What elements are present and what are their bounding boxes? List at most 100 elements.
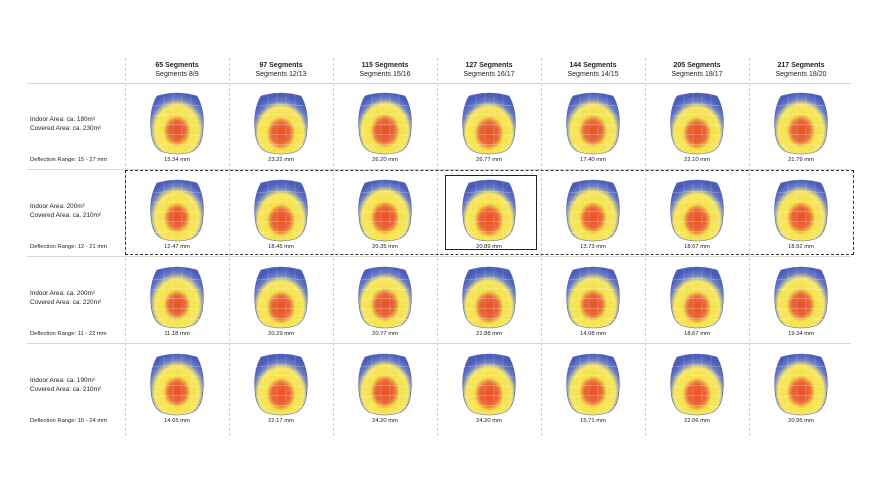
column-header: 217 Segments Segments 18/20 bbox=[749, 62, 853, 79]
deflection-cell: 22.66 mm bbox=[645, 344, 749, 431]
shell-body bbox=[150, 92, 204, 155]
deflection-shell bbox=[358, 92, 412, 155]
segment-line bbox=[568, 104, 618, 107]
max-deflection-value: 20.95 mm bbox=[788, 418, 814, 424]
deflection-range: Deflection Range: 11 - 22 mm bbox=[30, 331, 107, 337]
shell-body bbox=[462, 92, 516, 155]
deflection-shell bbox=[670, 266, 724, 329]
deflection-cell: 22.10 mm bbox=[645, 83, 749, 170]
segment-line bbox=[152, 201, 202, 204]
segment-line bbox=[464, 201, 514, 204]
deflection-shell bbox=[358, 353, 412, 416]
segment-line bbox=[464, 134, 514, 137]
shell-body bbox=[670, 179, 724, 242]
deflection-cell: 14.08 mm bbox=[541, 257, 645, 344]
max-deflection-value: 18.92 mm bbox=[788, 244, 814, 250]
max-deflection-value: 23.22 mm bbox=[268, 157, 294, 163]
column-header: 144 Segments Segments 14/15 bbox=[541, 62, 645, 79]
segment-line bbox=[568, 308, 618, 311]
segment-line bbox=[776, 278, 826, 281]
column-header: 127 Segments Segments 16/17 bbox=[437, 62, 541, 79]
column-segment-split: Segments 8/9 bbox=[155, 70, 199, 78]
segment-line bbox=[568, 144, 618, 147]
deflection-shell bbox=[254, 266, 308, 329]
segment-line bbox=[464, 365, 514, 368]
segment-line bbox=[256, 288, 306, 291]
segment-line bbox=[776, 385, 826, 388]
deflection-cell: 18.45 mm bbox=[229, 170, 333, 257]
deflection-shell bbox=[254, 179, 308, 242]
segment-line bbox=[672, 124, 722, 127]
column-segment-count: 217 Segments bbox=[777, 62, 825, 69]
shell-body bbox=[566, 92, 620, 155]
column-segment-count: 144 Segments bbox=[569, 62, 617, 69]
segment-line bbox=[672, 114, 722, 117]
segment-line bbox=[360, 221, 410, 224]
deflection-cell: 17.40 mm bbox=[541, 83, 645, 170]
shell-body bbox=[358, 353, 412, 416]
column-segment-count: 65 Segments bbox=[155, 62, 199, 69]
segment-line bbox=[360, 124, 410, 127]
segment-line bbox=[776, 144, 826, 147]
column-segment-split: Segments 12/13 bbox=[255, 70, 307, 78]
shell-body bbox=[566, 266, 620, 329]
max-deflection-value: 21.88 mm bbox=[476, 331, 502, 337]
shell-body bbox=[358, 266, 412, 329]
deflection-shell bbox=[566, 179, 620, 242]
segment-line bbox=[672, 201, 722, 204]
deflection-cell: 18.67 mm bbox=[645, 257, 749, 344]
segment-line bbox=[568, 318, 618, 321]
segment-line bbox=[152, 405, 202, 408]
shell-body bbox=[358, 179, 412, 242]
segment-line bbox=[360, 104, 410, 107]
deflection-cell: 14.65 mm bbox=[125, 344, 229, 431]
segment-line bbox=[256, 124, 306, 127]
max-deflection-value: 20.77 mm bbox=[372, 331, 398, 337]
segment-line bbox=[672, 211, 722, 214]
segment-line bbox=[568, 395, 618, 398]
column-header: 115 Segments Segments 15/16 bbox=[333, 62, 437, 79]
segment-line bbox=[360, 395, 410, 398]
segment-line bbox=[464, 308, 514, 311]
segment-line bbox=[360, 298, 410, 301]
deflection-cell: 24.20 mm bbox=[333, 344, 437, 431]
segment-line bbox=[464, 211, 514, 214]
max-deflection-value: 19.34 mm bbox=[788, 331, 814, 337]
segment-line bbox=[256, 201, 306, 204]
deflection-shell bbox=[670, 179, 724, 242]
deflection-range: Deflection Range: 15 - 24 mm bbox=[30, 418, 108, 424]
segment-line bbox=[360, 144, 410, 147]
shell-body bbox=[150, 266, 204, 329]
max-deflection-value: 18.45 mm bbox=[268, 244, 294, 250]
max-deflection-value: 11.18 mm bbox=[164, 331, 190, 337]
segment-line bbox=[256, 211, 306, 214]
segment-line bbox=[568, 405, 618, 408]
shell-body bbox=[670, 92, 724, 155]
column-header: 205 Segments Segments 18/17 bbox=[645, 62, 749, 79]
segment-line bbox=[360, 114, 410, 117]
deflection-cell: 22.17 mm bbox=[229, 344, 333, 431]
indoor-area: Indoor Area: 200m² bbox=[30, 203, 85, 210]
shell-body bbox=[254, 179, 308, 242]
indoor-area: Indoor Area: ca. 190m² bbox=[30, 377, 96, 384]
deflection-cell: 21.88 mm bbox=[437, 257, 541, 344]
deflection-shell bbox=[774, 353, 828, 416]
segment-line bbox=[152, 104, 202, 107]
segment-line bbox=[568, 221, 618, 224]
deflection-shell bbox=[254, 353, 308, 416]
segment-line bbox=[776, 211, 826, 214]
segment-line bbox=[568, 385, 618, 388]
shell-body bbox=[566, 179, 620, 242]
segment-line bbox=[672, 298, 722, 301]
segment-line bbox=[360, 191, 410, 194]
max-deflection-value: 24.20 mm bbox=[372, 418, 398, 424]
column-segment-count: 115 Segments bbox=[361, 62, 409, 69]
deflection-shell bbox=[150, 353, 204, 416]
deflection-shell bbox=[670, 92, 724, 155]
segment-line bbox=[256, 104, 306, 107]
segment-line bbox=[464, 385, 514, 388]
deflection-range: Deflection Range: 12 - 21 mm bbox=[30, 244, 108, 250]
column-divider bbox=[333, 58, 334, 436]
deflection-range: Deflection Range: 15 - 27 mm bbox=[30, 157, 108, 163]
